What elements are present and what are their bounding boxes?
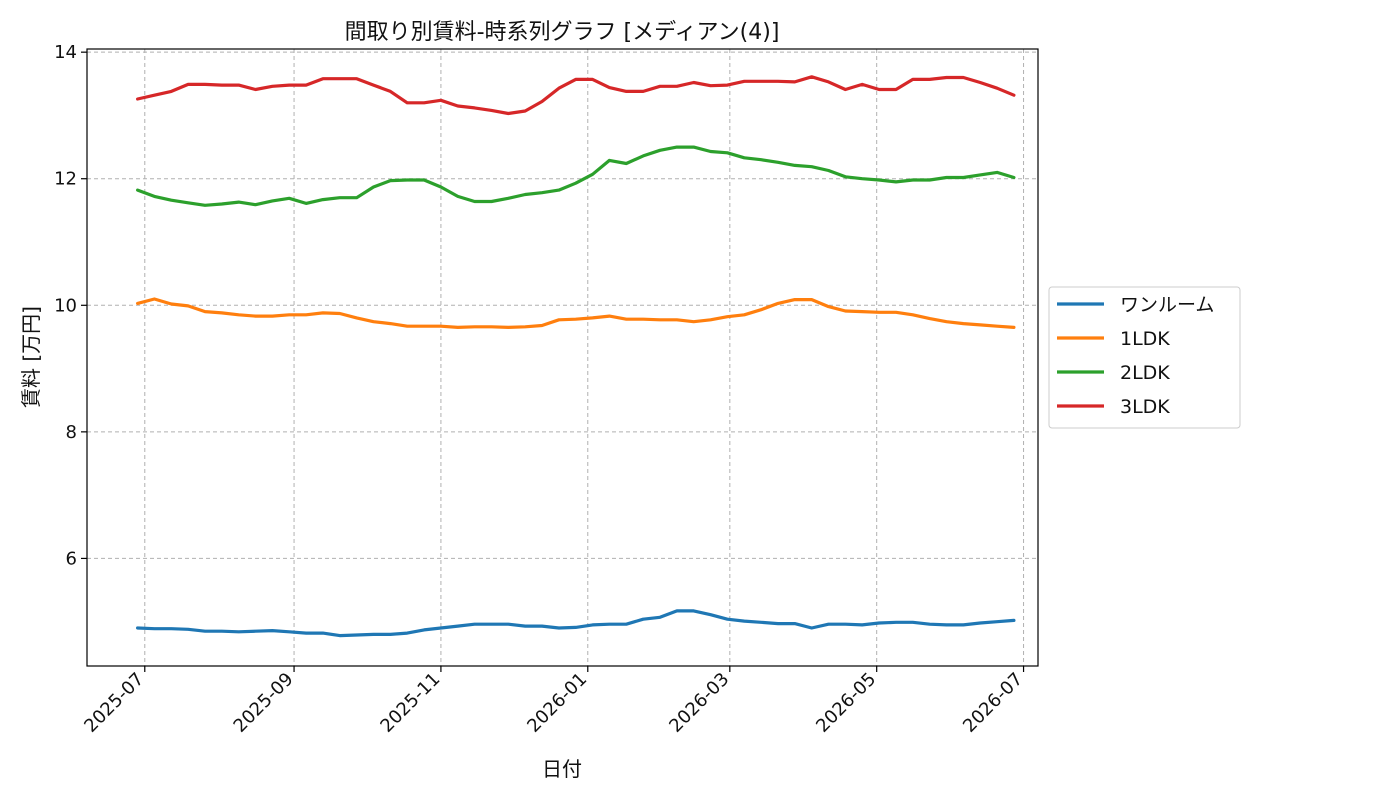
grid-layer — [87, 49, 1038, 666]
series-line — [136, 75, 1016, 116]
x-tick-label: 2026-05 — [812, 669, 880, 737]
legend-label: 1LDK — [1120, 328, 1170, 350]
tick-layer: 6 8 10 12 14 2025-07 2025-09 2025-11 2026-01 2026… — [54, 42, 1027, 737]
series-line — [136, 297, 1016, 329]
series-layer — [136, 75, 1016, 638]
legend-label: ワンルーム — [1120, 294, 1214, 316]
legend-label: 2LDK — [1120, 362, 1170, 384]
x-axis-label: 日付 — [542, 757, 582, 781]
legend: ワンルーム 1LDK 2LDK 3LDK — [1048, 286, 1241, 429]
x-tick-label: 2026-07 — [959, 669, 1027, 737]
series-line — [136, 609, 1016, 638]
y-tick-label: 12 — [54, 169, 77, 190]
y-tick-label: 10 — [54, 295, 77, 316]
y-tick-label: 6 — [66, 548, 77, 569]
x-tick-label: 2025-09 — [230, 669, 298, 737]
x-tick-label: 2025-07 — [80, 669, 148, 737]
plot-frame — [86, 48, 1039, 667]
x-tick-label: 2026-03 — [665, 669, 733, 737]
legend-box — [1048, 286, 1241, 429]
y-tick-label: 8 — [66, 422, 77, 443]
x-tick-label: 2026-01 — [523, 669, 591, 737]
legend-label: 3LDK — [1120, 396, 1170, 418]
y-axis-label: 賃料 [万円] — [19, 306, 43, 408]
y-tick-label: 14 — [54, 42, 77, 63]
series-line — [136, 145, 1016, 207]
chart-title: 間取り別賃料-時系列グラフ [メディアン(4)] — [345, 20, 780, 45]
x-tick-label: 2025-11 — [376, 669, 444, 737]
